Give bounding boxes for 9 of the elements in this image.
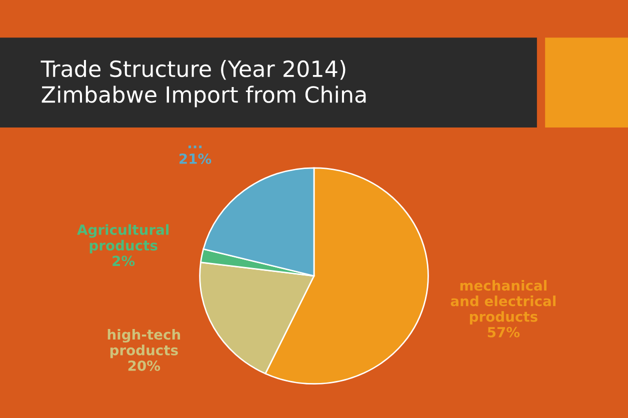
slice-label: high-tech products (108, 328, 180, 358)
data-label: 20% (128, 360, 160, 371)
data-label: 21% (180, 153, 212, 164)
data-label: 57% (488, 326, 520, 338)
data-label: 2% (112, 256, 135, 266)
slice-label: Agricultural products (77, 224, 169, 254)
slice-label: ... (188, 146, 202, 148)
slice-label: mechanical and electrical products (450, 280, 556, 325)
chart-title: Trade Structure (Year 2014) Zimbabwe Import from China (40, 60, 366, 108)
